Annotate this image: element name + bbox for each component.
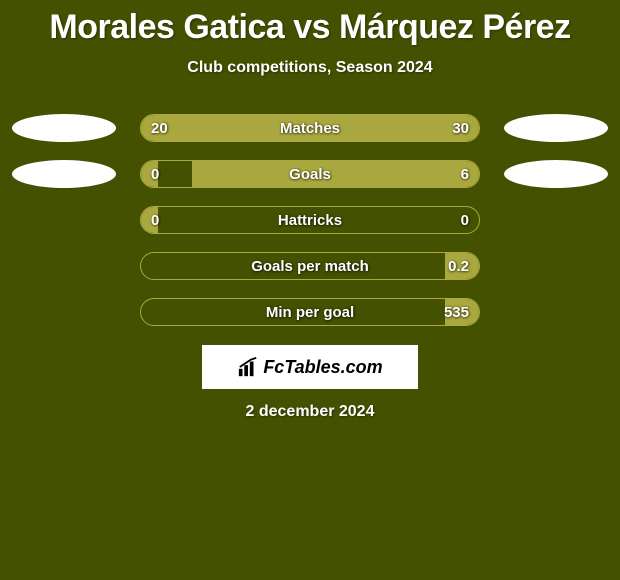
stat-row: 0.2Goals per match	[0, 243, 620, 289]
stat-row: 2030Matches	[0, 105, 620, 151]
stat-bar: 535Min per goal	[140, 298, 480, 326]
subtitle: Club competitions, Season 2024	[0, 59, 620, 77]
stat-label: Goals	[141, 161, 479, 187]
player-avatar-right	[504, 114, 608, 142]
date-text: 2 december 2024	[0, 403, 620, 421]
stat-row: 535Min per goal	[0, 289, 620, 335]
stat-bar: 2030Matches	[140, 114, 480, 142]
stat-bar: 0.2Goals per match	[140, 252, 480, 280]
stat-label: Matches	[141, 115, 479, 141]
logo-text: FcTables.com	[263, 357, 382, 378]
page-title: Morales Gatica vs Márquez Pérez	[0, 0, 620, 47]
stat-row: 06Goals	[0, 151, 620, 197]
stat-label: Goals per match	[141, 253, 479, 279]
logo-box[interactable]: FcTables.com	[202, 345, 418, 389]
player-avatar-left	[12, 160, 116, 188]
stat-label: Hattricks	[141, 207, 479, 233]
stat-row: 00Hattricks	[0, 197, 620, 243]
player-avatar-left	[12, 114, 116, 142]
bar-chart-icon	[237, 356, 259, 378]
player-avatar-right	[504, 160, 608, 188]
stat-rows: 2030Matches 06Goals 00Hattricks 0.2Goals pe…	[0, 105, 620, 335]
stat-label: Min per goal	[141, 299, 479, 325]
stat-bar: 06Goals	[140, 160, 480, 188]
stat-bar: 00Hattricks	[140, 206, 480, 234]
